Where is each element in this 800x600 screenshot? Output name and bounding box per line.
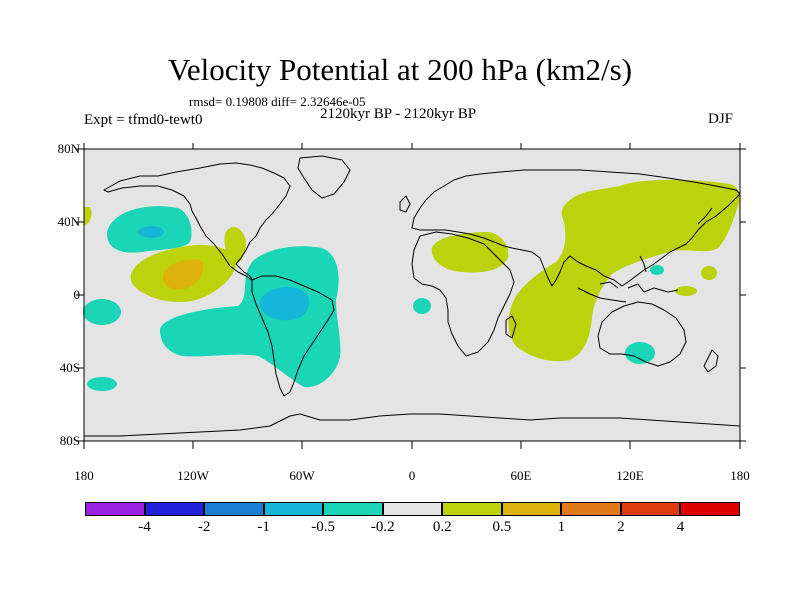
colorbar-box	[85, 502, 145, 516]
anomaly-coral-sea-small	[675, 286, 697, 296]
season-label: DJF	[708, 111, 734, 127]
anomaly-fields	[83, 179, 740, 391]
stats-subtitle: rmsd= 0.19808 diff= 2.32646e-05	[189, 94, 366, 109]
anomaly-north-america-positive	[224, 227, 246, 264]
lat-label-40s: 40S	[59, 360, 80, 375]
axis-ticks	[76, 143, 746, 449]
anomaly-tropical-america-negative	[159, 246, 341, 388]
coastline-japan-philippines	[639, 207, 713, 273]
coastline-africa	[411, 231, 515, 357]
coastline-madagascar	[505, 315, 517, 339]
anomaly-atlantic-small	[413, 298, 431, 314]
colorbar-box	[620, 502, 681, 516]
coastline-north-america	[103, 162, 291, 281]
coastline-australia	[597, 301, 687, 367]
anomaly-north-africa-positive	[431, 232, 509, 273]
colorbar-label: 0.5	[492, 519, 512, 535]
coastline-greenland	[297, 155, 351, 199]
anomaly-north-pacific-core	[162, 259, 204, 290]
lon-label-120e: 120E	[616, 468, 644, 483]
coastline-new-zealand	[703, 349, 719, 373]
coastlines	[84, 155, 741, 437]
lon-label-60w: 60W	[289, 468, 315, 483]
colorbar-box	[680, 502, 741, 516]
colorbar-box	[382, 502, 443, 516]
lon-label-180w: 180	[74, 468, 94, 483]
coastline-south-america	[251, 275, 335, 397]
colorbar	[85, 502, 741, 516]
anomaly-brazil-core	[259, 286, 310, 321]
lon-label-0: 0	[408, 468, 416, 483]
coastline-antarctica	[84, 413, 741, 437]
anomaly-west-pacific-small	[701, 266, 717, 280]
page-title: Velocity Potential at 200 hPa (km2/s)	[167, 52, 633, 87]
anomaly-maritime-small	[650, 265, 664, 275]
colorbar-label: -0.2	[370, 519, 395, 535]
period-subtitle: 2120kyr BP - 2120kyr BP	[320, 106, 477, 122]
anomaly-asia-indian-ocean-positive	[508, 179, 740, 362]
lat-label-40n: 40N	[57, 214, 80, 229]
colorbar-label: 0.2	[432, 519, 452, 535]
anomaly-east-pacific-core	[138, 226, 164, 238]
colorbar-label: -4	[138, 519, 151, 535]
anomaly-australia-small	[625, 342, 655, 364]
lon-label-60e: 60E	[510, 468, 532, 483]
lat-label-0: 0	[73, 287, 81, 302]
anomaly-south-pacific-small	[87, 377, 117, 391]
colorbar-box	[561, 502, 621, 516]
colorbar-box	[442, 502, 502, 516]
lon-label-120w: 120W	[177, 468, 209, 483]
colorbar-box	[323, 502, 383, 516]
colorbar-box	[263, 502, 324, 516]
colorbar-label: 2	[617, 519, 625, 535]
anomaly-central-pacific-small	[83, 299, 121, 325]
colorbar-label: 4	[676, 519, 685, 535]
colorbar-label: 1	[557, 519, 566, 535]
experiment-label: Expt = tfmd0-tewt0	[84, 112, 203, 128]
colorbar-box	[204, 502, 264, 516]
colorbar-label: -1	[257, 519, 270, 535]
anomaly-west-edge-positive	[84, 207, 92, 226]
lon-label-180e: 180	[730, 468, 750, 483]
colorbar-box	[144, 502, 205, 516]
colorbar-box	[501, 502, 562, 516]
lat-label-80s: 80S	[59, 433, 80, 448]
colorbar-label: -2	[197, 519, 211, 535]
coastline-indonesia	[577, 281, 679, 303]
coastline-british-isles	[399, 195, 411, 213]
colorbar-label: -0.5	[311, 519, 336, 535]
coastline-eurasia	[411, 169, 741, 287]
lat-label-80n: 80N	[57, 141, 80, 156]
